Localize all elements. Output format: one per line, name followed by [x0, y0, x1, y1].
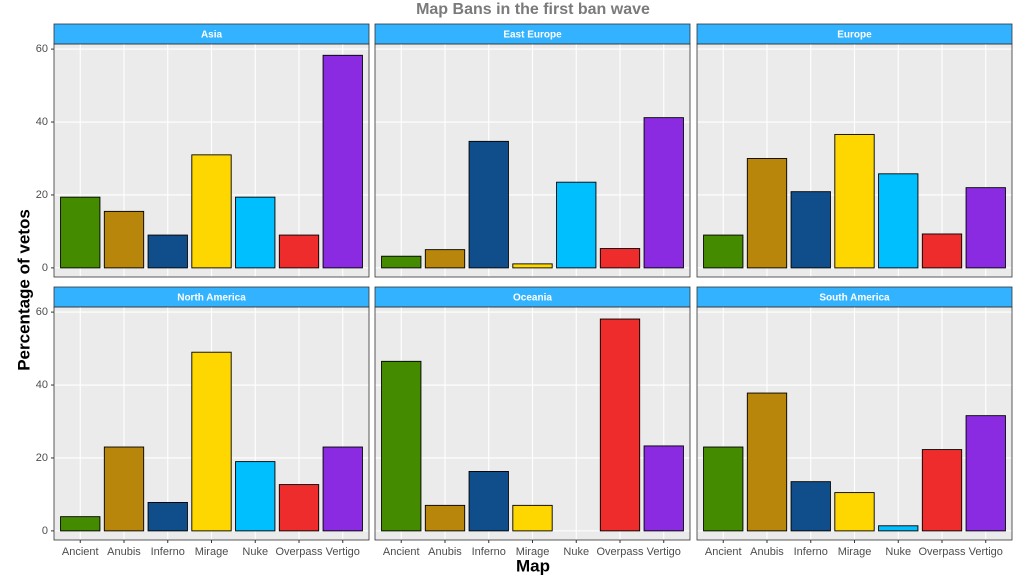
x-tick-label: Vertigo	[647, 546, 681, 558]
bar	[147, 234, 188, 269]
x-tick-label: Nuke	[885, 546, 911, 558]
bar	[556, 181, 597, 269]
x-tick-label: Nuke	[242, 546, 268, 558]
bar	[703, 234, 744, 269]
y-tick-label: 20	[36, 452, 48, 464]
panel-border	[374, 43, 691, 278]
x-tick-label: Anubis	[750, 546, 784, 558]
panel-border	[374, 306, 691, 541]
x-tick-label: Inferno	[472, 546, 506, 558]
strip-label: South America	[819, 293, 890, 304]
bar	[60, 516, 101, 532]
bar	[703, 446, 744, 532]
x-tick-label: Vertigo	[326, 546, 360, 558]
y-tick-label: 0	[42, 525, 48, 537]
bar	[235, 196, 276, 269]
bar	[191, 351, 232, 532]
bar	[643, 117, 684, 269]
x-tick-label: Ancient	[705, 546, 742, 558]
bar	[921, 233, 963, 269]
x-tick-label: Inferno	[794, 546, 828, 558]
bar	[834, 492, 875, 532]
bar	[965, 187, 1006, 269]
x-tick-label: Mirage	[516, 546, 550, 558]
x-tick-label: Inferno	[151, 546, 185, 558]
panel-border	[53, 306, 370, 541]
bar	[965, 415, 1006, 532]
strip-label: North America	[177, 293, 246, 304]
x-axis-title: Map	[516, 556, 550, 575]
bar	[878, 173, 919, 269]
y-tick-label: 0	[42, 262, 48, 274]
bar	[278, 484, 320, 532]
bar	[790, 481, 831, 532]
y-tick-label: 40	[36, 116, 48, 128]
strip-label: Europe	[837, 30, 872, 41]
x-tick-label: Mirage	[195, 546, 229, 558]
strip-label: Oceania	[513, 293, 552, 304]
strip-label: East Europe	[503, 30, 562, 41]
y-tick-label: 40	[36, 379, 48, 391]
x-tick-label: Nuke	[563, 546, 589, 558]
x-tick-label: Ancient	[62, 546, 99, 558]
bar	[746, 392, 788, 532]
bar	[60, 196, 101, 269]
bar	[468, 140, 509, 269]
panel-border	[696, 306, 1013, 541]
x-tick-label: Overpass	[596, 546, 644, 558]
bar	[468, 470, 509, 532]
x-tick-label: Anubis	[428, 546, 462, 558]
bar	[424, 504, 466, 532]
bar	[878, 525, 919, 532]
bar	[381, 360, 422, 532]
bar	[278, 234, 320, 269]
bar	[424, 249, 466, 269]
bar	[921, 449, 963, 532]
bar	[643, 445, 684, 532]
y-tick-label: 60	[36, 43, 48, 55]
strip-label: Asia	[201, 30, 223, 41]
bar	[599, 318, 641, 532]
chart-title: Map Bans in the first ban wave	[416, 1, 650, 18]
x-tick-label: Ancient	[383, 546, 420, 558]
bar	[103, 446, 145, 532]
bar	[599, 248, 641, 269]
x-tick-label: Mirage	[838, 546, 872, 558]
x-tick-label: Overpass	[275, 546, 323, 558]
y-tick-label: 20	[36, 189, 48, 201]
bar	[512, 504, 553, 532]
bar	[746, 158, 788, 269]
bar	[322, 54, 363, 269]
y-tick-label: 60	[36, 306, 48, 318]
bar	[235, 461, 276, 532]
bar	[834, 133, 875, 269]
bar	[147, 501, 188, 532]
x-tick-label: Anubis	[107, 546, 141, 558]
bar	[512, 263, 553, 269]
x-tick-label: Vertigo	[969, 546, 1003, 558]
bar	[103, 210, 145, 269]
panel-border	[696, 43, 1013, 278]
y-axis-title: Percentage of vetos	[14, 209, 33, 371]
panel-border	[53, 43, 370, 278]
bar	[322, 446, 363, 532]
bar	[191, 154, 232, 269]
x-tick-label: Overpass	[918, 546, 966, 558]
bar	[381, 255, 422, 269]
bar	[790, 191, 831, 269]
